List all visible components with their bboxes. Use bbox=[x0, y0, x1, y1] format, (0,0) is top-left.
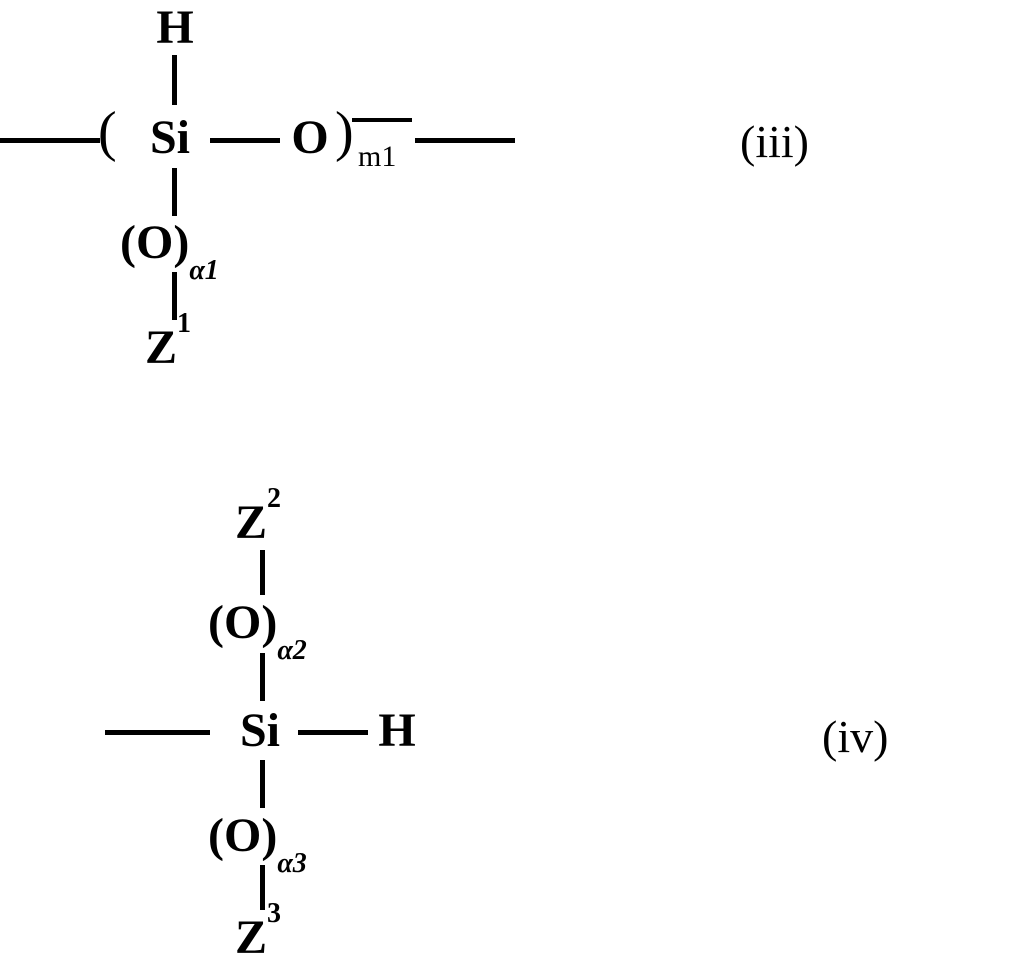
bond-left-si bbox=[0, 138, 100, 143]
close-paren-iii: ) bbox=[335, 100, 354, 164]
z2-sup: 2 bbox=[267, 483, 281, 514]
repeat-subscript: m1 bbox=[358, 140, 396, 174]
equation-label-iv: (iv) bbox=[822, 710, 888, 763]
bond-right-out bbox=[415, 138, 515, 143]
atom-h-right: H bbox=[372, 703, 422, 758]
bond-o-z3 bbox=[260, 865, 265, 910]
bond-si-o bbox=[210, 138, 280, 143]
o-below-text: (O) bbox=[120, 216, 189, 269]
z1-sup: 1 bbox=[177, 308, 191, 339]
atom-o-below: (O)α1 bbox=[120, 215, 260, 277]
z3-text: Z bbox=[235, 911, 267, 964]
o-bot-text: (O) bbox=[208, 809, 277, 862]
o-below-sub: α1 bbox=[189, 255, 219, 286]
paren-overline bbox=[352, 118, 412, 122]
bond-si-o-below bbox=[172, 168, 177, 216]
structure-iii: H ( Si O ) m1 (O)α1 Z1 (iii) bbox=[0, 0, 1024, 400]
bond-z2-o bbox=[260, 550, 265, 595]
bond-o-si-top bbox=[260, 653, 265, 701]
bond-si-o-bot bbox=[260, 760, 265, 808]
structure-iv: Z2 (O)α2 Si H (O)α3 Z3 (iv) bbox=[0, 495, 1024, 975]
atom-z2: Z2 bbox=[235, 495, 315, 550]
atom-z1: Z1 bbox=[145, 320, 225, 375]
equation-label-iii: (iii) bbox=[740, 115, 809, 168]
atom-z3: Z3 bbox=[235, 910, 315, 965]
atom-o-bot-iv: (O)α3 bbox=[208, 808, 368, 870]
atom-o-top-iv: (O)α2 bbox=[208, 595, 368, 657]
bond-h-si bbox=[172, 55, 177, 105]
bond-si-h bbox=[298, 730, 368, 735]
o-top-text: (O) bbox=[208, 596, 277, 649]
atom-si-iv: Si bbox=[220, 703, 300, 758]
z2-text: Z bbox=[235, 496, 267, 549]
atom-h-top: H bbox=[150, 0, 200, 55]
atom-si-iii: Si bbox=[130, 110, 210, 165]
open-paren-iii: ( bbox=[98, 100, 117, 164]
bond-left-si-iv bbox=[105, 730, 210, 735]
z1-text: Z bbox=[145, 321, 177, 374]
o-top-sub: α2 bbox=[277, 635, 307, 666]
atom-o-right: O bbox=[285, 110, 335, 165]
z3-sup: 3 bbox=[267, 898, 281, 929]
o-bot-sub: α3 bbox=[277, 848, 307, 879]
